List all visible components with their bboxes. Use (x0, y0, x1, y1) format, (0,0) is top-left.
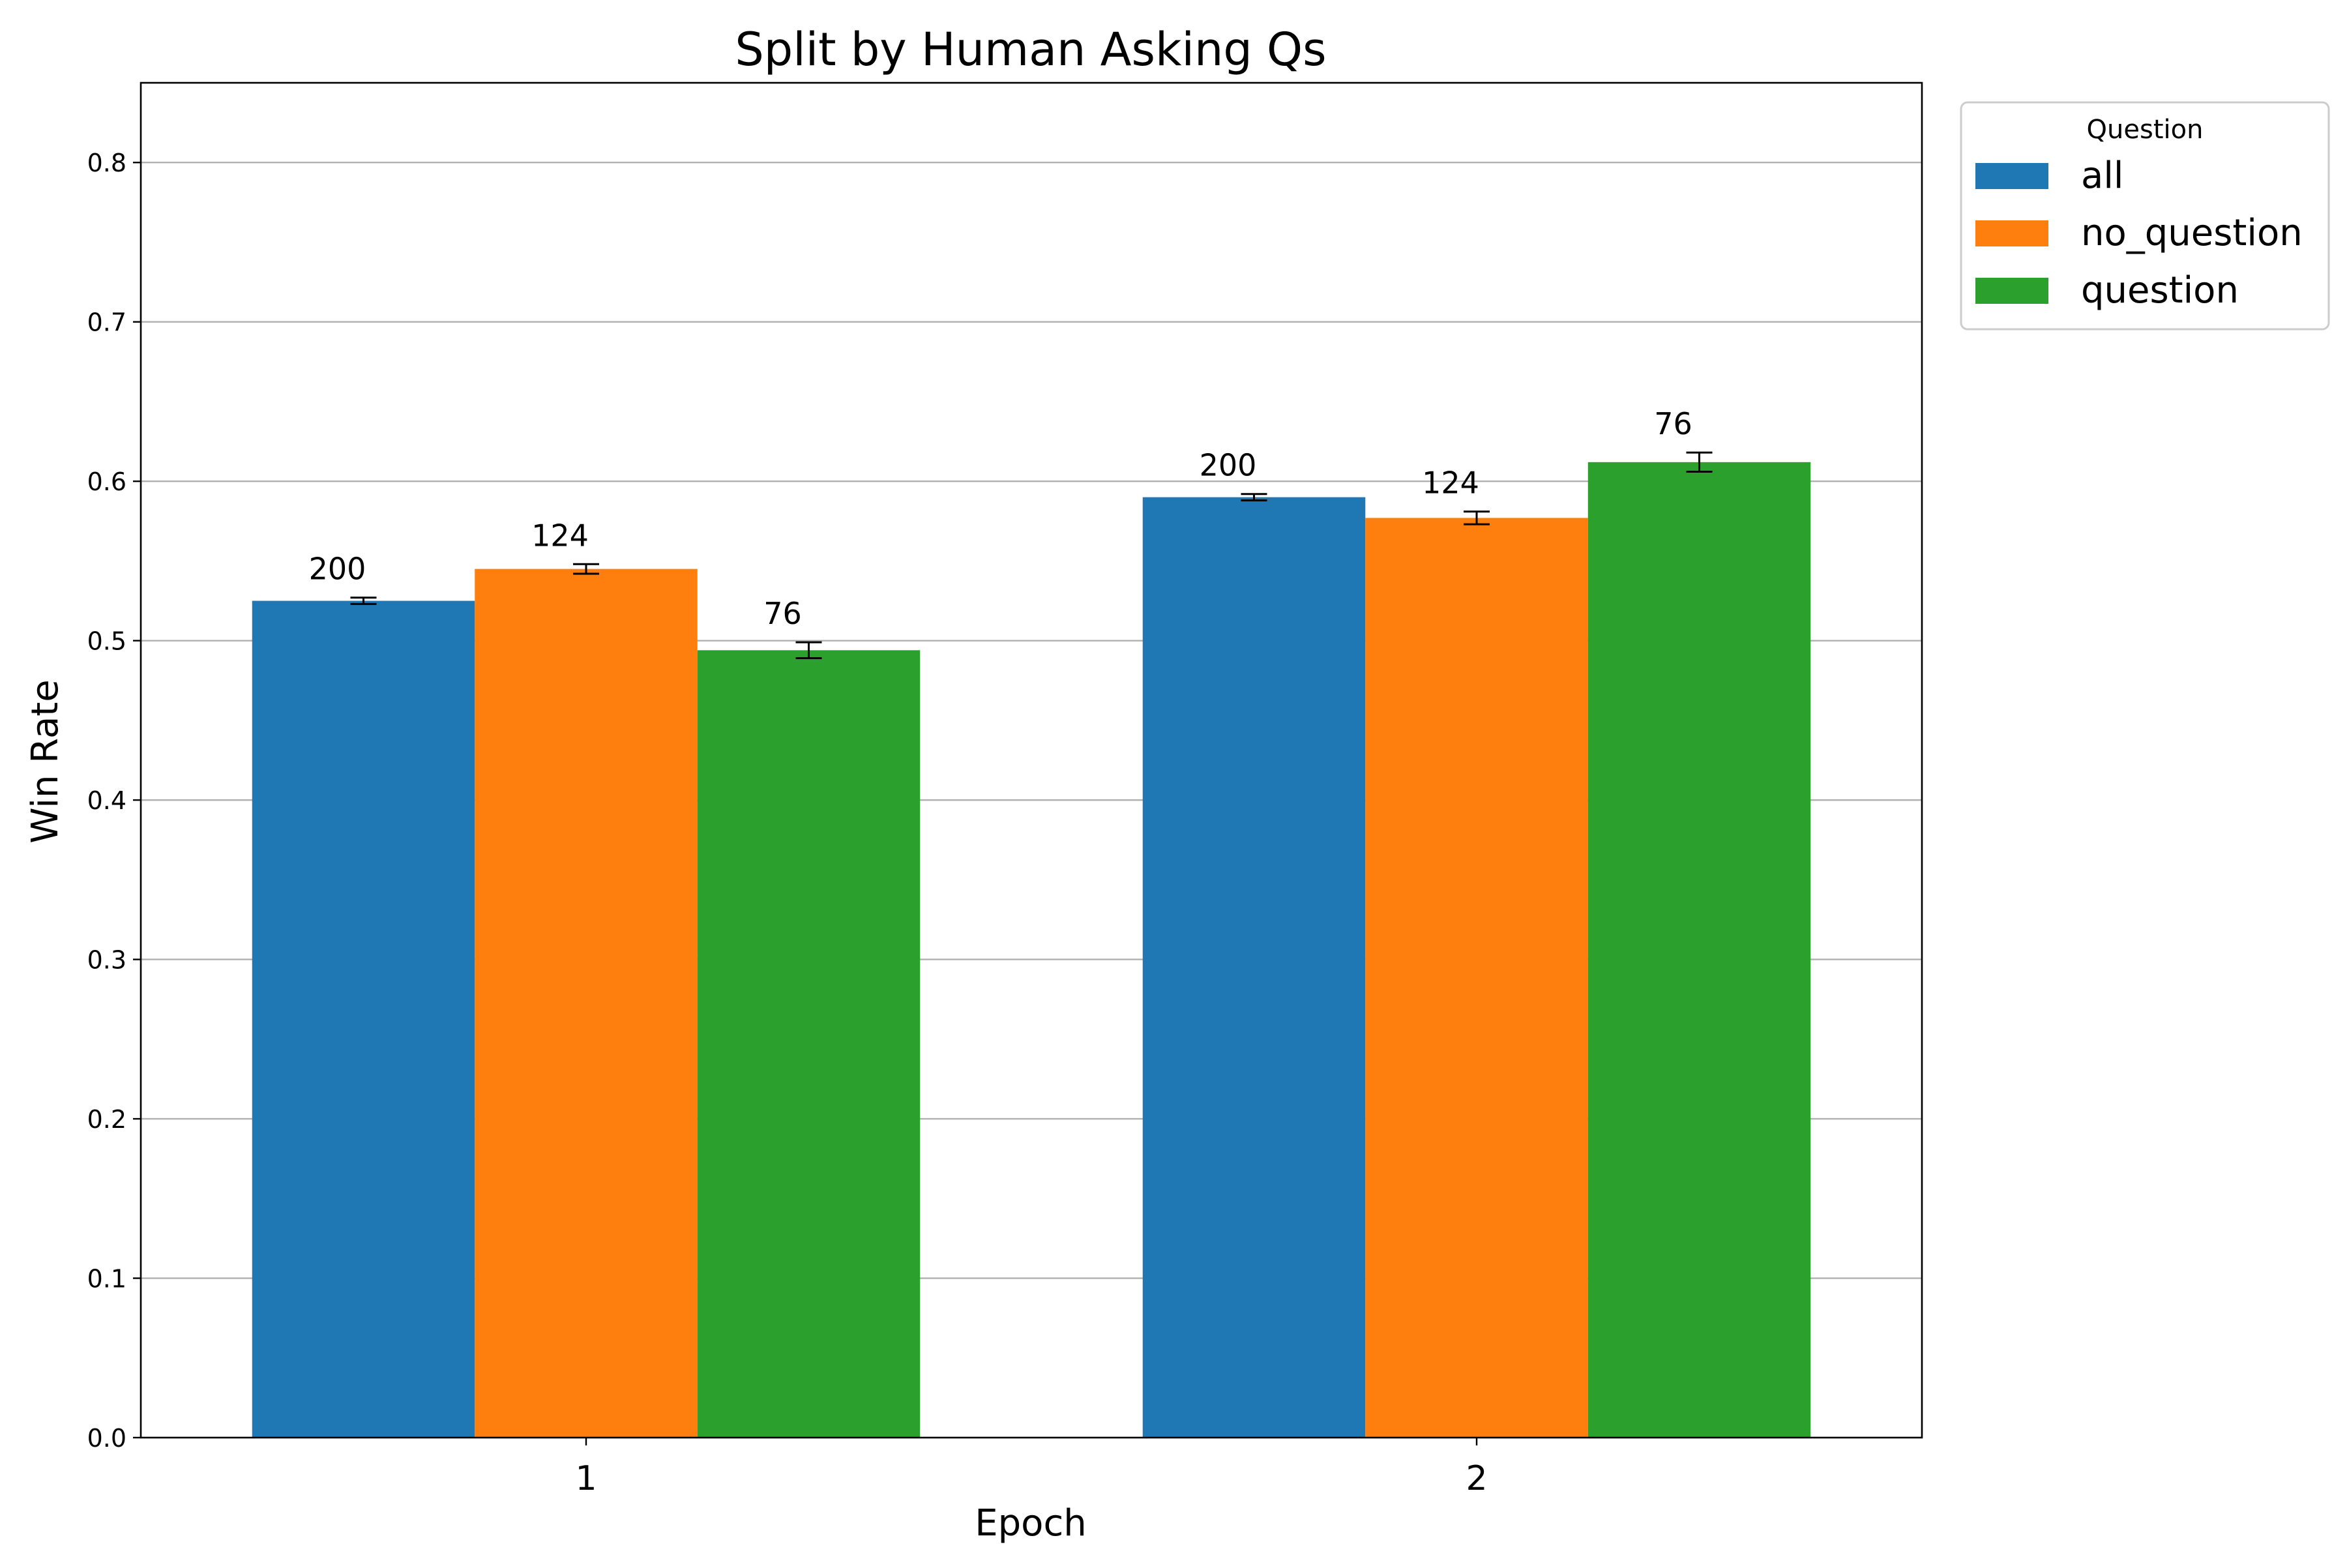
y-tick-label: 0.5 (87, 627, 126, 656)
bar-count-label: 124 (1422, 466, 1479, 501)
y-tick-label: 0.4 (87, 786, 126, 815)
x-axis-label: Epoch (975, 1502, 1086, 1545)
y-tick-label: 0.2 (87, 1105, 126, 1134)
bar-count-label: 200 (309, 552, 366, 587)
legend-swatch-all (1975, 163, 2048, 189)
legend-title: Question (2087, 115, 2204, 145)
bar-no_question (1365, 518, 1588, 1438)
legend-swatch-question (1975, 278, 2048, 304)
y-axis-label: Win Rate (24, 679, 66, 843)
y-tick-label: 0.3 (87, 946, 126, 975)
legend-label-all: all (2081, 155, 2123, 197)
bar-all (252, 600, 475, 1438)
legend-swatch-no_question (1975, 220, 2048, 246)
y-tick-label: 0.1 (87, 1265, 126, 1294)
x-tick-label: 2 (1466, 1459, 1487, 1498)
bar-count-label: 76 (1654, 406, 1692, 441)
bar-question (697, 650, 921, 1438)
x-tick-label: 1 (575, 1459, 597, 1498)
bar-question (1587, 462, 1811, 1438)
bar-count-label: 200 (1200, 448, 1257, 483)
plot-frame (140, 81, 1923, 1439)
legend: Question all no_question question (1960, 101, 2330, 331)
bar-count-label: 76 (763, 596, 802, 631)
y-tick-label: 0.6 (87, 467, 126, 496)
bar-all (1142, 497, 1366, 1438)
y-tick-label: 0.0 (87, 1424, 126, 1453)
y-tick-label: 0.8 (87, 149, 126, 177)
chart-title: Split by Human Asking Qs (735, 23, 1326, 76)
legend-label-question: question (2081, 269, 2239, 312)
y-tick-label: 0.7 (87, 308, 126, 337)
legend-frame (1960, 101, 2330, 331)
legend-label-no_question: no_question (2081, 212, 2303, 254)
bar-count-label: 124 (531, 518, 589, 553)
bar-no_question (475, 569, 698, 1438)
